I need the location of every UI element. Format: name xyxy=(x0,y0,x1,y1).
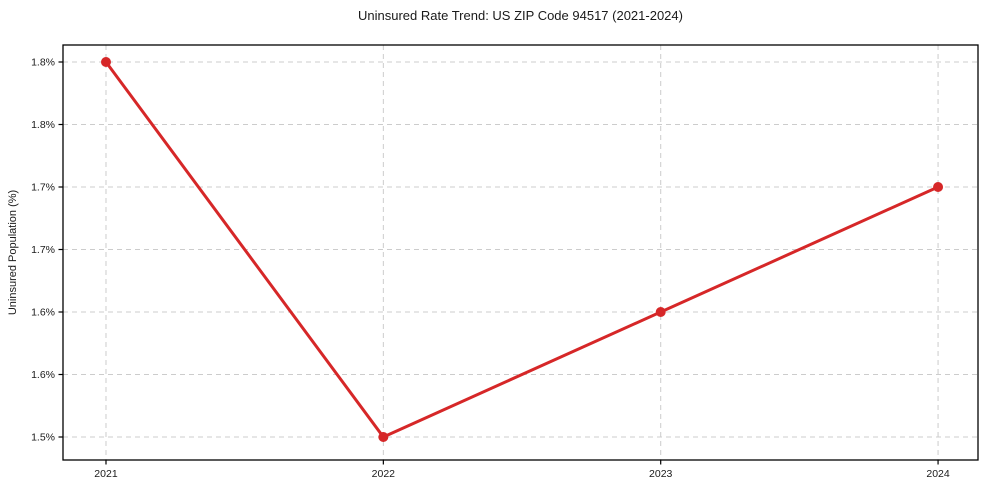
data-point-marker xyxy=(655,307,666,317)
y-tick-label: 1.6% xyxy=(31,307,55,319)
y-tick-label: 1.8% xyxy=(31,57,55,69)
x-tick-label: 2021 xyxy=(94,468,118,480)
plot-border xyxy=(62,44,979,461)
y-tick-label: 1.7% xyxy=(31,244,55,256)
axis-ticks xyxy=(58,61,939,465)
chart-title: Uninsured Rate Trend: US ZIP Code 94517 … xyxy=(358,8,683,23)
data-point-marker xyxy=(933,182,944,192)
x-tick-label: 2023 xyxy=(649,468,673,480)
y-tick-label: 1.7% xyxy=(31,182,55,194)
y-tick-label: 1.5% xyxy=(31,432,55,444)
trend-line xyxy=(104,60,940,439)
axis-tick-labels: 1.5% 1.6% 1.6% 1.7% 1.7% 1.8% 1.8% 2021 2022 2023… xyxy=(31,57,950,481)
gridlines xyxy=(63,45,978,460)
x-tick-label: 2022 xyxy=(372,468,396,480)
data-series xyxy=(100,57,944,442)
y-axis-label: Uninsured Population (%) xyxy=(7,190,19,315)
y-tick-label: 1.6% xyxy=(31,369,55,381)
y-tick-label: 1.8% xyxy=(31,119,55,131)
data-point-marker xyxy=(100,57,111,67)
x-tick-label: 2024 xyxy=(926,468,950,480)
data-point-marker xyxy=(378,432,389,442)
